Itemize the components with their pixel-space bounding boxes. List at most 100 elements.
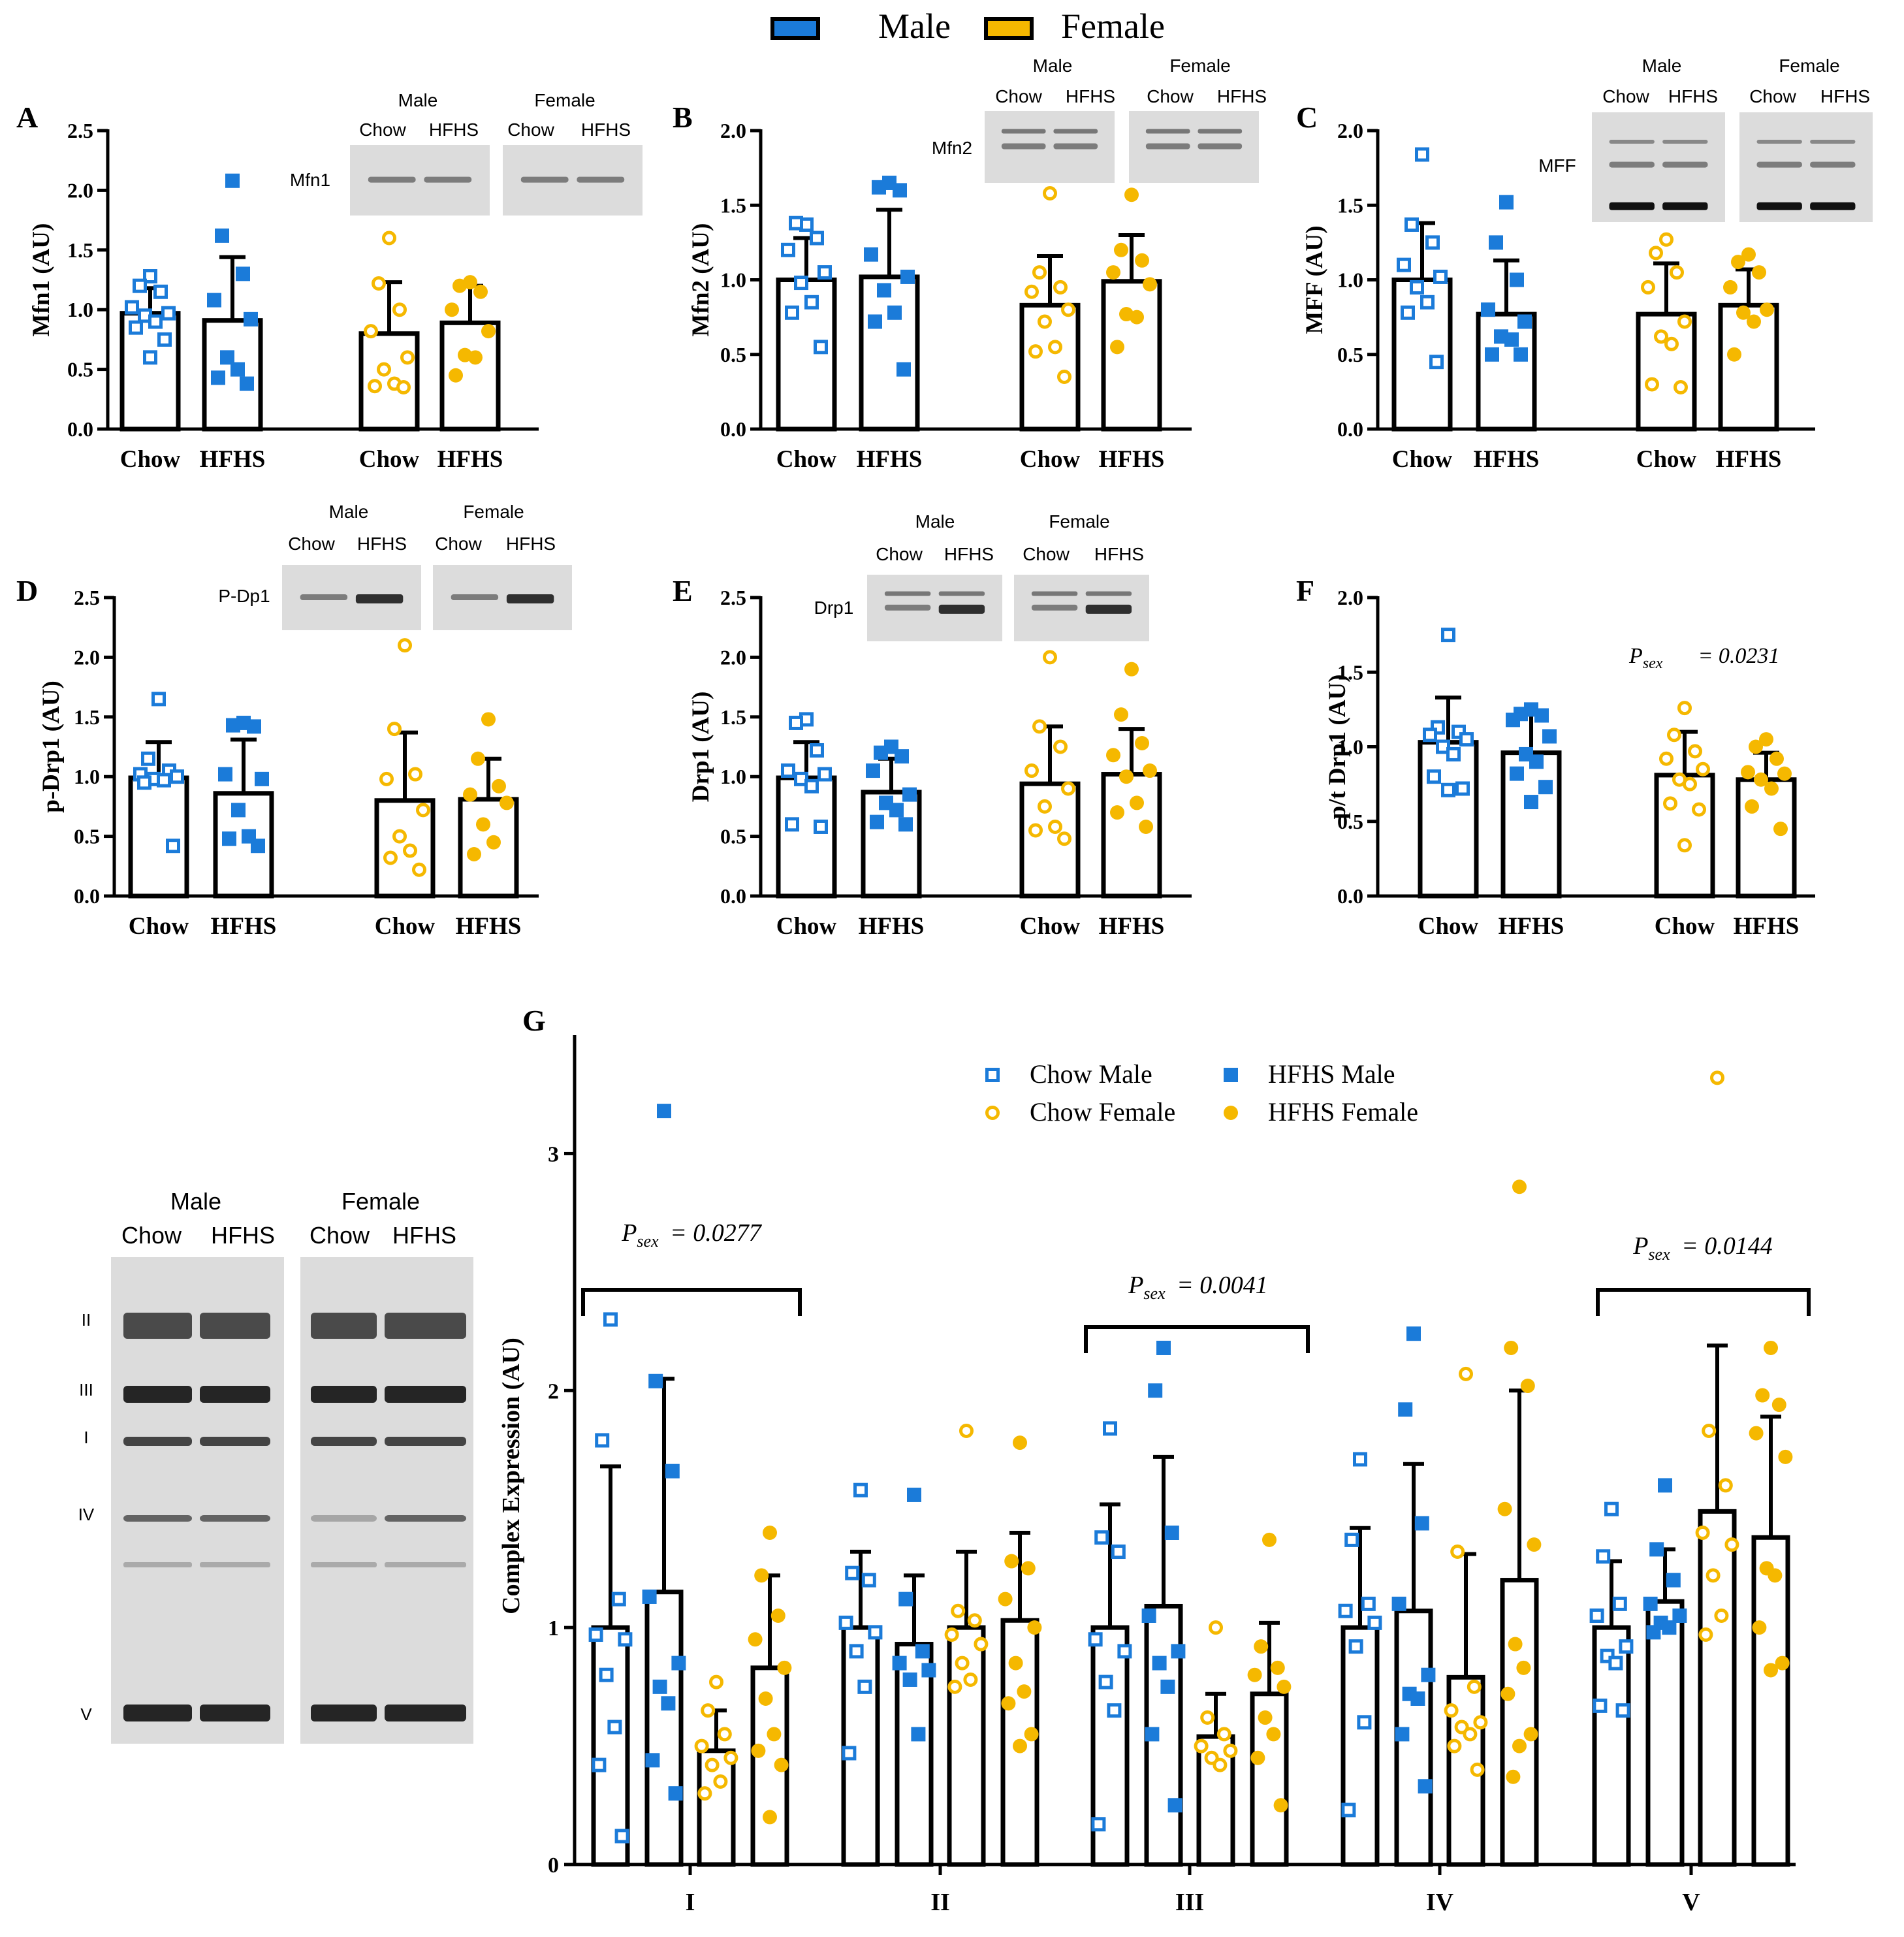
data-point [1710,1070,1724,1085]
data-point [701,1703,716,1718]
x-tick-label: Chow [1392,446,1453,473]
data-point [1200,1710,1215,1725]
data-point [452,278,467,293]
data-point [1718,1478,1733,1493]
blot-lane-label: HFHS [944,544,994,564]
blot-group-label: Male [1642,56,1682,76]
blot-lane-label: HFHS [1217,86,1267,106]
y-tick-label: 0.0 [67,417,93,441]
y-tick-label: 0.0 [720,417,746,441]
data-point [1091,1817,1106,1832]
data-point [467,847,481,862]
blot-group-label: Female [1049,511,1109,532]
blot-band [424,176,472,183]
legend-swatch-female [984,17,1034,40]
y-tick-label: 1.5 [67,238,93,262]
y-tick-label: 1.0 [1337,268,1363,292]
data-point [400,350,415,365]
y-tick-label: 0.5 [720,825,746,848]
data-point [1664,336,1679,351]
blot-lane-label: HFHS [357,534,407,554]
blot-lane-label: Chow [507,120,554,140]
blot-lane-label: HFHS [506,534,556,554]
data-point [1596,1549,1611,1564]
data-point [364,324,378,339]
data-point [1778,1449,1793,1464]
x-tick-label: HFHS [456,913,522,940]
blot-band [1609,140,1655,144]
data-point [1013,1738,1027,1753]
data-point [944,1627,959,1642]
blot-protein-label: P-Dp1 [218,586,270,606]
data-point [161,306,176,321]
data-point [1391,1596,1406,1611]
data-point [1223,1743,1238,1758]
data-point [1348,1639,1363,1654]
blot-group-label: Male [329,502,369,522]
data-point [611,1592,626,1607]
x-tick-label: Chow [1020,446,1081,473]
data-point [868,1625,883,1640]
blot-g-band [311,1437,377,1446]
data-point [889,803,904,818]
significance-bracket [1084,1325,1310,1353]
data-point [874,745,888,760]
data-point [1752,1620,1767,1635]
blot-g-band [311,1386,377,1403]
data-point [481,324,496,339]
data-point [1723,280,1737,295]
data-point [763,1810,777,1825]
data-point [392,302,407,317]
x-tick-label: HFHS [859,913,925,940]
data-point [157,773,171,788]
data-point [1529,754,1544,769]
blot-g-lane-label: HFHS [392,1222,456,1249]
panel-letter: G [522,1004,546,1037]
bar [1341,1625,1380,1867]
x-tick-label: Chow [375,913,436,940]
data-point [592,1757,607,1772]
blot-g-group-label: Male [170,1188,221,1215]
data-point [1258,1710,1273,1725]
x-tick-label: Chow [1418,913,1479,940]
legend-label-male: Male [878,7,951,46]
y-tick-label: 1.5 [1337,193,1363,217]
data-point [1670,265,1684,280]
data-point [1760,302,1774,317]
legend-marker [985,1068,1000,1082]
data-point [898,817,913,832]
y-tick-label: 1.5 [720,705,746,729]
data-point [900,269,915,284]
blot-band [1198,143,1243,150]
data-point [911,1727,926,1742]
data-point [1516,1660,1531,1675]
legend-top: Male Female [770,7,1165,46]
blot-band [884,604,931,611]
x-tick-label: II [930,1889,950,1916]
data-point [1512,1738,1527,1753]
data-point [207,293,221,308]
blot-g-band [385,1705,466,1721]
data-point [1057,831,1071,846]
data-point [1061,302,1075,317]
data-point [1764,1340,1778,1355]
data-point [486,835,501,850]
p-letter: P [1632,1232,1648,1260]
data-point [1755,1388,1770,1403]
data-point [845,1565,860,1580]
blot-g-band [385,1562,466,1567]
blot-band [938,604,985,614]
data-point [1028,344,1043,359]
data-point [133,278,147,293]
x-tick-label: HFHS [1099,913,1165,940]
data-point [231,803,246,818]
data-point [1254,1639,1269,1654]
data-point [849,1644,864,1659]
data-point [1489,235,1503,250]
data-point [748,1632,763,1647]
blot-g-band [385,1313,466,1339]
data-point [705,1757,720,1772]
blot-protein-label: Mfn2 [932,138,972,158]
blot-g-band [200,1437,270,1446]
data-point [864,247,878,262]
